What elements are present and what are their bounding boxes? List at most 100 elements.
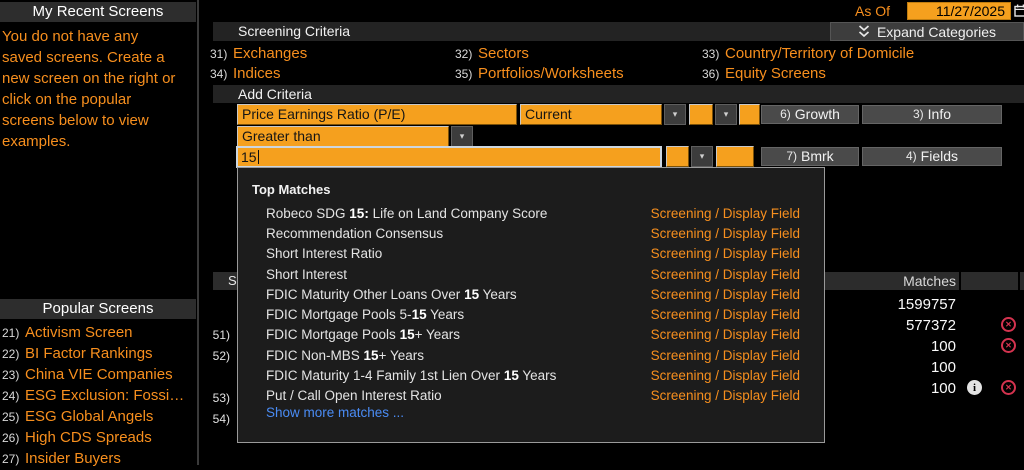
- item-label: ESG Global Angels: [25, 408, 153, 425]
- criteria-field-select[interactable]: Price Earnings Ratio (P/E): [237, 104, 517, 125]
- item-number: 34): [210, 64, 233, 84]
- criteria-row-number[interactable]: 53): [205, 388, 230, 409]
- show-more-matches-link[interactable]: Show more matches ...: [266, 405, 404, 420]
- dropdown-arrow-icon: ▾: [673, 109, 678, 120]
- criteria-extra-input-2[interactable]: [739, 104, 760, 125]
- recent-screens-message: You do not have any saved screens. Creat…: [2, 26, 182, 152]
- column-divider: [1018, 272, 1020, 290]
- criteria-extra-input-4[interactable]: [716, 146, 754, 167]
- match-type-link[interactable]: Screening / Display Field: [651, 325, 800, 345]
- as-of-label: As Of: [855, 3, 890, 19]
- match-name: Short Interest Ratio: [266, 244, 382, 264]
- item-number: 24): [2, 386, 25, 407]
- button-number: 7): [786, 148, 797, 165]
- category-equity-screens[interactable]: 36)Equity Screens: [702, 63, 826, 83]
- category-sectors[interactable]: 32)Sectors: [455, 43, 529, 63]
- remove-criteria-icon[interactable]: ✕: [1001, 317, 1016, 332]
- criteria-value-input[interactable]: 15: [236, 146, 662, 168]
- period-dropdown-button[interactable]: ▾: [664, 104, 686, 125]
- item-number: 23): [2, 365, 25, 386]
- match-type-link[interactable]: Screening / Display Field: [651, 346, 800, 366]
- match-type-link[interactable]: Screening / Display Field: [651, 244, 800, 264]
- match-type-link[interactable]: Screening / Display Field: [651, 285, 800, 305]
- match-type-link[interactable]: Screening / Display Field: [651, 386, 800, 406]
- item-number: 31): [210, 44, 233, 64]
- operator-dropdown-button[interactable]: ▾: [451, 126, 473, 147]
- item-label: Exchanges: [233, 45, 307, 62]
- growth-button[interactable]: 6)Growth: [761, 105, 859, 124]
- sidebar-item-insider-buyers[interactable]: 27)Insider Buyers: [2, 448, 121, 469]
- autocomplete-item[interactable]: FDIC Maturity Other Loans Over 15 Years …: [266, 285, 800, 305]
- category-indices[interactable]: 34)Indices: [210, 63, 281, 83]
- match-type-link[interactable]: Screening / Display Field: [651, 224, 800, 244]
- match-name: Put / Call Open Interest Ratio: [266, 386, 442, 406]
- item-number: 32): [455, 44, 478, 64]
- info-button[interactable]: 3)Info: [862, 105, 1002, 124]
- top-matches-header: Top Matches: [252, 182, 331, 197]
- category-country-territory[interactable]: 33)Country/Territory of Domicile: [702, 43, 914, 63]
- remove-criteria-icon[interactable]: ✕: [1001, 380, 1016, 395]
- dropdown-arrow-icon: ▾: [724, 109, 729, 120]
- criteria-extra-input-1[interactable]: [689, 104, 713, 125]
- period-select[interactable]: Current: [520, 104, 662, 125]
- button-label: Fields: [921, 148, 958, 165]
- sidebar-item-activism-screen[interactable]: 21)Activism Screen: [2, 322, 133, 343]
- sidebar-item-high-cds-spreads[interactable]: 26)High CDS Spreads: [2, 427, 152, 448]
- expand-categories-button[interactable]: Expand Categories: [830, 22, 1024, 41]
- text-caret: [258, 150, 259, 164]
- criteria-extra-dropdown-1[interactable]: ▾: [715, 104, 737, 125]
- match-name: FDIC Mortgage Pools 15+ Years: [266, 325, 460, 345]
- add-criteria-title: Add Criteria: [238, 85, 312, 103]
- item-label: Portfolios/Worksheets: [478, 65, 624, 82]
- autocomplete-item[interactable]: FDIC Non-MBS 15+ Years Screening / Displ…: [266, 346, 800, 366]
- fields-button[interactable]: 4)Fields: [862, 147, 1002, 166]
- item-label: Indices: [233, 65, 281, 82]
- sidebar-item-bi-factor-rankings[interactable]: 22)BI Factor Rankings: [2, 343, 153, 364]
- sidebar-item-esg-global-angels[interactable]: 25)ESG Global Angels: [2, 406, 153, 427]
- autocomplete-item[interactable]: Recommendation Consensus Screening / Dis…: [266, 224, 800, 244]
- autocomplete-item[interactable]: FDIC Mortgage Pools 5-15 Years Screening…: [266, 305, 800, 325]
- info-icon[interactable]: i: [967, 380, 982, 395]
- match-name: FDIC Non-MBS 15+ Years: [266, 346, 424, 366]
- item-label: ESG Exclusion: Fossi…: [25, 387, 184, 404]
- item-label: Sectors: [478, 45, 529, 62]
- autocomplete-item[interactable]: Robeco SDG 15: Life on Land Company Scor…: [266, 204, 800, 224]
- category-portfolios-worksheets[interactable]: 35)Portfolios/Worksheets: [455, 63, 624, 83]
- item-label: Activism Screen: [25, 324, 133, 341]
- criteria-extra-dropdown-2[interactable]: ▾: [691, 146, 713, 167]
- item-number: 25): [2, 407, 25, 428]
- button-label: Bmrk: [801, 148, 834, 165]
- button-label: Info: [928, 106, 951, 123]
- bmrk-button[interactable]: 7)Bmrk: [761, 147, 859, 166]
- matches-value: 100: [805, 357, 956, 378]
- autocomplete-item[interactable]: FDIC Maturity 1-4 Family 1st Lien Over 1…: [266, 366, 800, 386]
- item-number: 33): [702, 44, 725, 64]
- main-panel: As Of 11/27/2025 Screening Criteria Expa…: [205, 0, 1024, 465]
- match-type-link[interactable]: Screening / Display Field: [651, 366, 800, 386]
- autocomplete-item[interactable]: Put / Call Open Interest Ratio Screening…: [266, 386, 800, 406]
- item-label: Insider Buyers: [25, 450, 121, 467]
- item-label: High CDS Spreads: [25, 429, 152, 446]
- item-number: 36): [702, 64, 725, 84]
- autocomplete-item[interactable]: Short Interest Ratio Screening / Display…: [266, 244, 800, 264]
- match-type-link[interactable]: Screening / Display Field: [651, 204, 800, 224]
- criteria-row-number[interactable]: 51): [205, 325, 230, 346]
- autocomplete-panel: Top Matches Robeco SDG 15: Life on Land …: [237, 167, 825, 443]
- remove-criteria-icon[interactable]: ✕: [1001, 338, 1016, 353]
- match-name: Robeco SDG 15: Life on Land Company Scor…: [266, 204, 547, 224]
- autocomplete-item[interactable]: Short Interest Screening / Display Field: [266, 265, 800, 285]
- autocomplete-item[interactable]: FDIC Mortgage Pools 15+ Years Screening …: [266, 325, 800, 345]
- sidebar-item-china-vie-companies[interactable]: 23)China VIE Companies: [2, 364, 173, 385]
- match-type-link[interactable]: Screening / Display Field: [651, 265, 800, 285]
- criteria-row-number[interactable]: 52): [205, 346, 230, 367]
- operator-select[interactable]: Greater than: [237, 126, 449, 147]
- match-name: FDIC Maturity Other Loans Over 15 Years: [266, 285, 517, 305]
- match-type-link[interactable]: Screening / Display Field: [651, 305, 800, 325]
- category-exchanges[interactable]: 31)Exchanges: [210, 43, 307, 63]
- as-of-date-field[interactable]: 11/27/2025: [907, 2, 1011, 20]
- criteria-extra-input-3[interactable]: [666, 146, 689, 167]
- matches-value: 577372: [805, 315, 956, 336]
- criteria-row-number[interactable]: 54): [205, 409, 230, 430]
- calendar-icon[interactable]: [1014, 4, 1024, 17]
- sidebar-item-esg-exclusion[interactable]: 24)ESG Exclusion: Fossi…: [2, 385, 184, 406]
